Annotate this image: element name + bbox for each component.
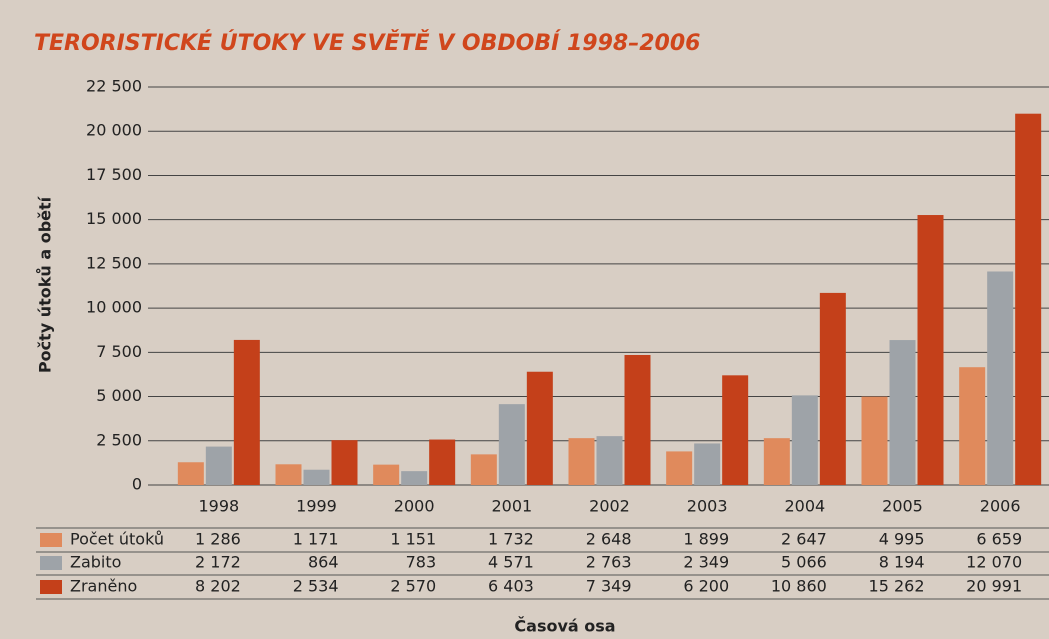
bar	[959, 367, 986, 485]
table-value: 1 286	[195, 530, 241, 549]
table-value: 783	[406, 553, 437, 572]
table-value: 8 202	[195, 577, 241, 596]
legend-label: Zraněno	[70, 577, 137, 596]
table-value: 12 070	[966, 553, 1022, 572]
x-tick-label: 2003	[687, 497, 728, 516]
table-value: 1 899	[683, 530, 729, 549]
table-value: 7 349	[586, 577, 632, 596]
y-tick-label: 15 000	[86, 209, 142, 228]
table-value: 6 659	[976, 530, 1022, 549]
bar	[763, 438, 790, 485]
y-tick-label: 17 500	[86, 165, 142, 184]
bar	[819, 292, 846, 485]
chart-title: TERORISTICKÉ ÚTOKY VE SVĚTĚ V OBDOBÍ 199…	[34, 30, 700, 56]
table-value: 2 349	[683, 553, 729, 572]
bar	[526, 371, 553, 485]
legend-label: Počet útoků	[70, 530, 164, 549]
x-tick-label: 2000	[394, 497, 435, 516]
y-tick-label: 2 500	[96, 430, 142, 449]
bar	[331, 440, 358, 485]
table-value: 5 066	[781, 553, 827, 572]
table-value: 6 403	[488, 577, 534, 596]
table-value: 20 991	[966, 577, 1022, 596]
table-value: 2 570	[390, 577, 436, 596]
x-tick-label: 2005	[882, 497, 923, 516]
bar	[722, 375, 749, 485]
table-value: 2 648	[586, 530, 632, 549]
legend-swatch	[40, 556, 62, 570]
bar	[429, 439, 456, 485]
legend-swatch	[40, 533, 62, 547]
y-tick-label: 20 000	[86, 121, 142, 140]
bar	[917, 215, 944, 486]
table-value: 2 172	[195, 553, 241, 572]
bar	[568, 438, 595, 485]
y-tick-label: 0	[132, 475, 142, 494]
x-axis-label: Časová osa	[514, 617, 615, 636]
table-value: 15 262	[869, 577, 925, 596]
bar	[624, 355, 651, 485]
table-value: 2 647	[781, 530, 827, 549]
legend-label: Zabito	[70, 553, 121, 572]
x-tick-label: 2004	[784, 497, 825, 516]
y-tick-label: 12 500	[86, 253, 142, 272]
bar	[987, 271, 1014, 485]
bar	[498, 404, 525, 485]
bar	[373, 464, 400, 485]
table-value: 4 995	[879, 530, 925, 549]
bar	[1015, 113, 1042, 485]
y-tick-label: 5 000	[96, 386, 142, 405]
table-value: 10 860	[771, 577, 827, 596]
bar	[666, 451, 693, 485]
bar	[233, 339, 260, 485]
bar	[470, 454, 497, 485]
x-tick-label: 2006	[980, 497, 1021, 516]
table-value: 8 194	[879, 553, 925, 572]
table-value: 6 200	[683, 577, 729, 596]
x-tick-label: 2001	[491, 497, 532, 516]
bar	[275, 464, 302, 485]
bar	[177, 462, 204, 485]
bar	[205, 446, 232, 485]
table-value: 1 171	[293, 530, 339, 549]
table-value: 1 151	[390, 530, 436, 549]
x-tick-label: 1999	[296, 497, 337, 516]
bar	[303, 469, 330, 485]
table-value: 2 763	[586, 553, 632, 572]
bar	[694, 443, 721, 485]
y-tick-label: 10 000	[86, 298, 142, 317]
table-value: 1 732	[488, 530, 534, 549]
table-value: 2 534	[293, 577, 339, 596]
y-tick-label: 7 500	[96, 342, 142, 361]
bar	[791, 395, 818, 485]
bar	[401, 471, 428, 485]
bar	[889, 340, 916, 485]
table-value: 4 571	[488, 553, 534, 572]
x-tick-label: 1998	[198, 497, 239, 516]
legend-swatch	[40, 580, 62, 594]
y-axis-label: Počty útoků a obětí	[36, 195, 55, 373]
x-tick-label: 2002	[589, 497, 630, 516]
bar	[861, 396, 888, 485]
table-value: 864	[308, 553, 339, 572]
bar	[596, 436, 623, 485]
y-tick-label: 22 500	[86, 77, 142, 96]
